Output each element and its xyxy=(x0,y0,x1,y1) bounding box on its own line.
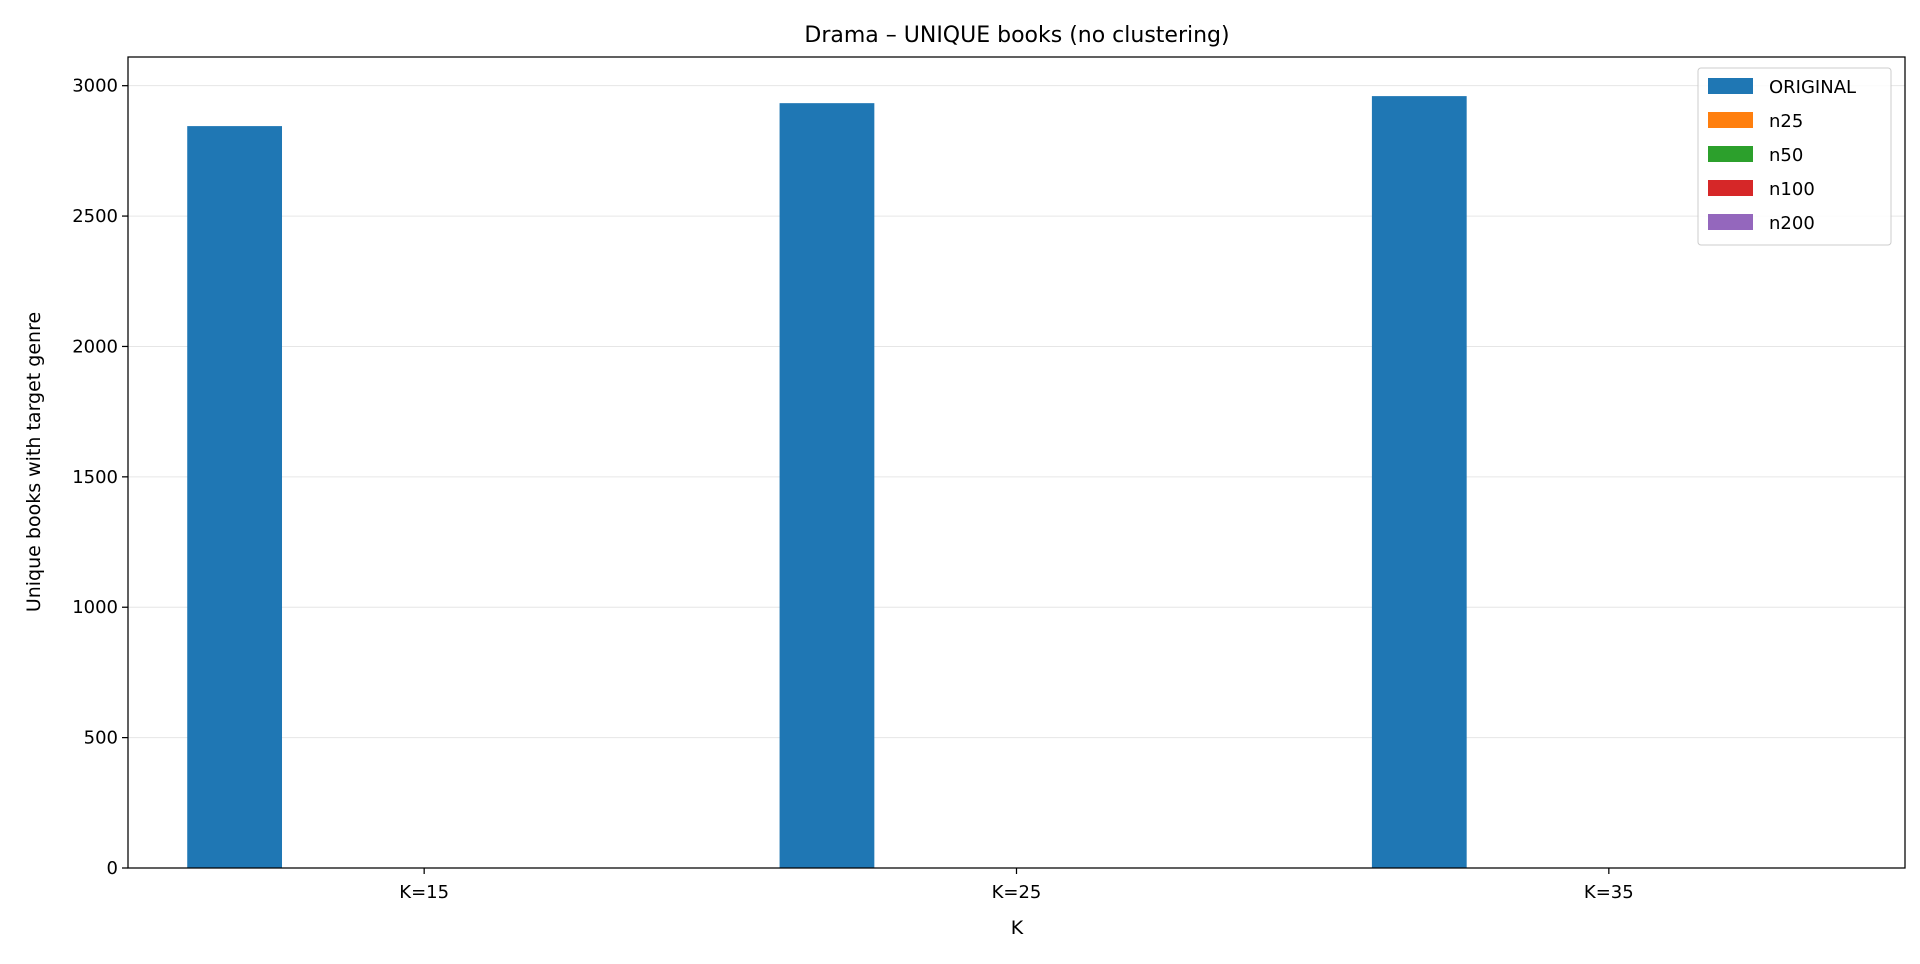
legend-label-n100: n100 xyxy=(1769,179,1815,200)
x-tick-label: K=25 xyxy=(992,882,1042,903)
chart-title: Drama – UNIQUE books (no clustering) xyxy=(804,23,1229,48)
plot-area-frame xyxy=(127,56,1906,869)
x-tick-label: K=35 xyxy=(1584,882,1634,903)
y-tick-label: 3000 xyxy=(72,76,118,97)
y-tick-label: 2500 xyxy=(72,206,118,227)
legend-swatch-original xyxy=(1708,78,1753,94)
y-axis-label: Unique books with target genre xyxy=(23,312,45,612)
legend: ORIGINAL n25 n50 n100 n200 xyxy=(1697,67,1892,246)
legend-label-original: ORIGINAL xyxy=(1769,77,1856,98)
y-tick-label: 0 xyxy=(107,858,118,879)
y-tick-label: 1500 xyxy=(72,467,118,488)
bar-original-k35 xyxy=(1371,96,1467,869)
x-axis-ticks: K=15 K=25 K=35 xyxy=(399,868,1634,903)
bar-original-k25 xyxy=(779,103,875,868)
x-axis-label: K xyxy=(1011,917,1024,939)
bar-original-k15 xyxy=(187,126,283,869)
legend-label-n50: n50 xyxy=(1769,145,1803,166)
legend-swatch-n200 xyxy=(1708,214,1753,230)
legend-swatch-n100 xyxy=(1708,180,1753,196)
bars xyxy=(187,96,1467,869)
legend-swatch-n50 xyxy=(1708,146,1753,162)
legend-entries: ORIGINAL n25 n50 n100 n200 xyxy=(1708,77,1856,234)
legend-label-n25: n25 xyxy=(1769,111,1803,132)
y-tick-label: 1000 xyxy=(72,597,118,618)
y-tick-label: 2000 xyxy=(72,336,118,357)
gridlines xyxy=(128,85,1905,869)
y-axis-ticks: 0 500 1000 1500 2000 2500 3000 xyxy=(72,76,128,879)
legend-swatch-n25 xyxy=(1708,112,1753,128)
y-tick-label: 500 xyxy=(84,728,118,749)
x-tick-label: K=15 xyxy=(399,882,449,903)
legend-label-n200: n200 xyxy=(1769,213,1815,234)
